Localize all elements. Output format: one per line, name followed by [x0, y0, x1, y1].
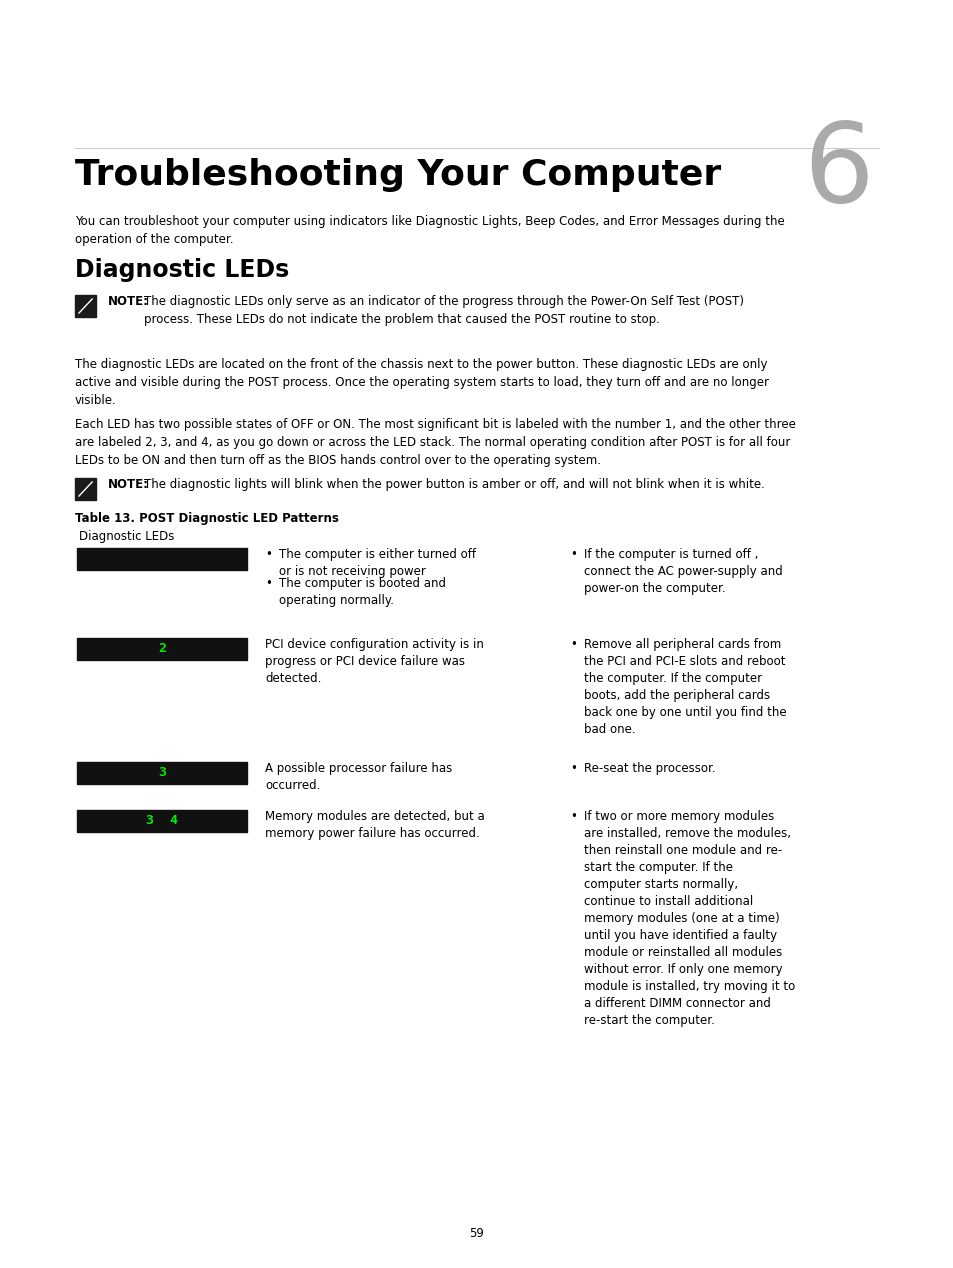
Text: NOTE:: NOTE:: [108, 295, 149, 308]
Text: PCI device configuration activity is in
progress or PCI device failure was
detec: PCI device configuration activity is in …: [265, 638, 483, 685]
Text: 6: 6: [802, 118, 873, 224]
Text: The diagnostic LEDs are located on the front of the chassis next to the power bu: The diagnostic LEDs are located on the f…: [75, 358, 768, 407]
Text: 3  4: 3 4: [146, 814, 178, 828]
FancyBboxPatch shape: [77, 762, 247, 784]
Text: The diagnostic LEDs only serve as an indicator of the progress through the Power: The diagnostic LEDs only serve as an ind…: [144, 295, 743, 326]
FancyBboxPatch shape: [77, 810, 247, 832]
Text: A possible processor failure has
occurred.: A possible processor failure has occurre…: [265, 762, 452, 792]
Text: If the computer is turned off ,
connect the AC power-supply and
power-on the com: If the computer is turned off , connect …: [583, 548, 781, 595]
Text: •: •: [265, 577, 272, 590]
Text: Each LED has two possible states of OFF or ON. The most significant bit is label: Each LED has two possible states of OFF …: [75, 418, 795, 467]
FancyBboxPatch shape: [77, 638, 247, 661]
Text: NOTE:: NOTE:: [108, 478, 149, 491]
Text: 2: 2: [158, 643, 166, 656]
Text: •: •: [569, 762, 577, 775]
Text: 59: 59: [469, 1227, 484, 1240]
FancyBboxPatch shape: [75, 295, 96, 317]
FancyBboxPatch shape: [77, 548, 247, 571]
Text: Table 13. POST Diagnostic LED Patterns: Table 13. POST Diagnostic LED Patterns: [75, 512, 338, 525]
Text: The computer is either turned off
or is not receiving power: The computer is either turned off or is …: [278, 548, 476, 578]
Text: •: •: [265, 548, 272, 560]
Text: Remove all peripheral cards from
the PCI and PCI-E slots and reboot
the computer: Remove all peripheral cards from the PCI…: [583, 638, 786, 735]
Text: •: •: [569, 638, 577, 650]
Text: Diagnostic LEDs: Diagnostic LEDs: [75, 257, 289, 281]
Text: If two or more memory modules
are installed, remove the modules,
then reinstall : If two or more memory modules are instal…: [583, 810, 795, 1027]
Text: Re-seat the processor.: Re-seat the processor.: [583, 762, 715, 775]
Text: Diagnostic LEDs: Diagnostic LEDs: [79, 530, 174, 543]
Text: 3: 3: [158, 766, 166, 780]
Text: •: •: [569, 548, 577, 560]
FancyBboxPatch shape: [75, 478, 96, 500]
Text: The computer is booted and
operating normally.: The computer is booted and operating nor…: [278, 577, 446, 607]
Text: •: •: [569, 810, 577, 823]
Text: You can troubleshoot your computer using indicators like Diagnostic Lights, Beep: You can troubleshoot your computer using…: [75, 216, 784, 246]
Text: Troubleshooting Your Computer: Troubleshooting Your Computer: [75, 158, 720, 191]
Text: Memory modules are detected, but a
memory power failure has occurred.: Memory modules are detected, but a memor…: [265, 810, 484, 839]
Text: The diagnostic lights will blink when the power button is amber or off, and will: The diagnostic lights will blink when th…: [144, 478, 764, 491]
